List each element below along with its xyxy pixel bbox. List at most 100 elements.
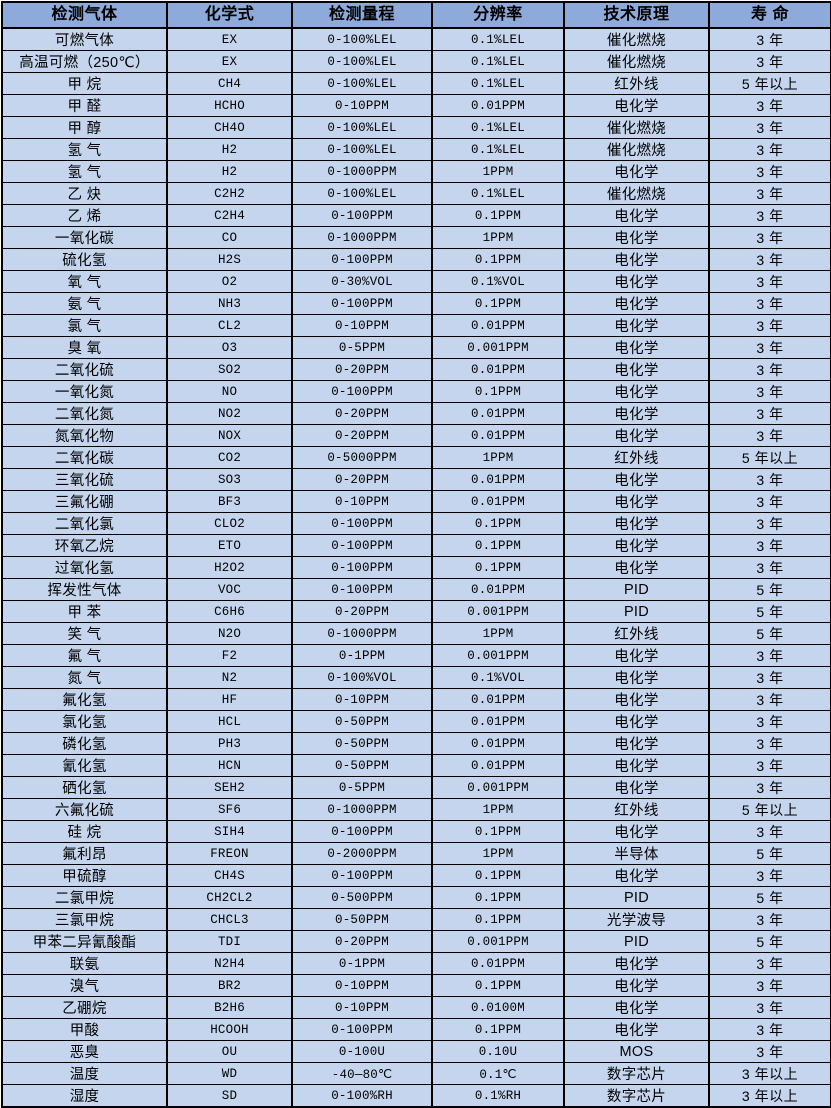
- cell-range: 0-5PPM: [292, 336, 433, 359]
- table-row: 挥发性气体 VOC 0-100PPM 0.01PPM PID 5 年: [2, 578, 831, 601]
- cell-name: 氟 气: [2, 644, 168, 667]
- cell-resolution: 0.1%LEL: [432, 28, 565, 51]
- cell-range: 0-100PPM: [292, 512, 433, 535]
- cell-range: 0-20PPM: [292, 424, 433, 447]
- cell-resolution: 0.01PPM: [432, 358, 565, 381]
- table-row: 氢 气 H2 0-100%LEL 0.1%LEL 催化燃烧 3 年: [2, 138, 831, 161]
- cell-resolution: 0.01PPM: [432, 468, 565, 491]
- cell-name: 甲苯二异氰酸酯: [2, 930, 168, 953]
- cell-range: 0-100PPM: [292, 204, 433, 227]
- cell-principle: 电化学: [564, 732, 710, 755]
- cell-name: 甲 苯: [2, 600, 168, 623]
- cell-resolution: 0.01PPM: [432, 314, 565, 337]
- cell-range: 0-5PPM: [292, 776, 433, 799]
- cell-principle: 电化学: [564, 336, 710, 359]
- cell-principle: 红外线: [564, 622, 710, 645]
- cell-formula: H2O2: [167, 556, 293, 579]
- cell-formula: BR2: [167, 974, 293, 997]
- cell-life: 3 年: [709, 974, 831, 997]
- cell-life: 3 年: [709, 556, 831, 579]
- cell-formula: HCN: [167, 754, 293, 777]
- cell-life: 5 年: [709, 600, 831, 623]
- cell-principle: PID: [564, 886, 710, 909]
- cell-name: 笑 气: [2, 622, 168, 645]
- cell-formula: F2: [167, 644, 293, 667]
- cell-principle: PID: [564, 600, 710, 623]
- cell-formula: N2: [167, 666, 293, 689]
- cell-name: 臭 氧: [2, 336, 168, 359]
- cell-name: 湿度: [2, 1084, 168, 1107]
- cell-life: 3 年: [709, 666, 831, 689]
- cell-range: 0-100PPM: [292, 820, 433, 843]
- cell-life: 3 年: [709, 1040, 831, 1063]
- table-row: 二氧化碳 CO2 0-5000PPM 1PPM 红外线 5 年以上: [2, 446, 831, 469]
- cell-name: 氰化氢: [2, 754, 168, 777]
- cell-name: 甲 醛: [2, 94, 168, 117]
- table-row: 甲 烷 CH4 0-100%LEL 0.1%LEL 红外线 5 年以上: [2, 72, 831, 95]
- cell-formula: CO2: [167, 446, 293, 469]
- cell-formula: O2: [167, 270, 293, 293]
- cell-name: 三氟化硼: [2, 490, 168, 513]
- cell-formula: C2H2: [167, 182, 293, 205]
- cell-life: 3 年: [709, 94, 831, 117]
- cell-life: 3 年: [709, 908, 831, 931]
- cell-principle: 数字芯片: [564, 1084, 710, 1107]
- cell-range: 0-20PPM: [292, 358, 433, 381]
- table-row: 二氧化氯 CLO2 0-100PPM 0.1PPM 电化学 3 年: [2, 512, 831, 535]
- cell-life: 3 年: [709, 1018, 831, 1041]
- cell-formula: CO: [167, 226, 293, 249]
- cell-principle: 电化学: [564, 490, 710, 513]
- table-row: 甲苯二异氰酸酯 TDI 0-20PPM 0.001PPM PID 5 年: [2, 930, 831, 953]
- cell-life: 3 年: [709, 952, 831, 975]
- cell-life: 3 年: [709, 270, 831, 293]
- cell-formula: C2H4: [167, 204, 293, 227]
- cell-life: 3 年: [709, 402, 831, 425]
- table-row: 磷化氢 PH3 0-50PPM 0.01PPM 电化学 3 年: [2, 732, 831, 755]
- cell-formula: B2H6: [167, 996, 293, 1019]
- cell-life: 3 年: [709, 820, 831, 843]
- cell-resolution: 0.1%LEL: [432, 50, 565, 73]
- cell-resolution: 0.0100M: [432, 996, 565, 1019]
- cell-resolution: 0.001PPM: [432, 930, 565, 953]
- cell-resolution: 0.001PPM: [432, 644, 565, 667]
- cell-resolution: 0.01PPM: [432, 490, 565, 513]
- cell-formula: CH4S: [167, 864, 293, 887]
- cell-life: 3 年: [709, 182, 831, 205]
- cell-name: 氯化氢: [2, 710, 168, 733]
- cell-name: 三氯甲烷: [2, 908, 168, 931]
- cell-name: 氟利昂: [2, 842, 168, 865]
- column-header-formula: 化学式: [167, 2, 293, 29]
- cell-range: 0-30%VOL: [292, 270, 433, 293]
- cell-life: 3 年: [709, 754, 831, 777]
- cell-life: 3 年: [709, 512, 831, 535]
- cell-formula: FREON: [167, 842, 293, 865]
- cell-formula: H2: [167, 160, 293, 183]
- cell-formula: CHCL3: [167, 908, 293, 931]
- cell-principle: 电化学: [564, 864, 710, 887]
- cell-resolution: 0.1PPM: [432, 908, 565, 931]
- cell-range: 0-100PPM: [292, 248, 433, 271]
- cell-formula: O3: [167, 336, 293, 359]
- cell-resolution: 0.1℃: [432, 1062, 565, 1085]
- cell-name: 二氧化碳: [2, 446, 168, 469]
- cell-life: 3 年: [709, 204, 831, 227]
- cell-principle: 光学波导: [564, 908, 710, 931]
- cell-name: 二氯甲烷: [2, 886, 168, 909]
- column-header-resolution: 分辨率: [432, 2, 565, 29]
- cell-life: 3 年: [709, 380, 831, 403]
- cell-principle: PID: [564, 578, 710, 601]
- cell-principle: PID: [564, 930, 710, 953]
- table-row: 笑 气 N2O 0-1000PPM 1PPM 红外线 5 年: [2, 622, 831, 645]
- cell-name: 硒化氢: [2, 776, 168, 799]
- cell-principle: 电化学: [564, 424, 710, 447]
- table-row: 乙 炔 C2H2 0-100%LEL 0.1%LEL 催化燃烧 3 年: [2, 182, 831, 205]
- cell-name: 可燃气体: [2, 28, 168, 51]
- table-row: 联氨 N2H4 0-1PPM 0.01PPM 电化学 3 年: [2, 952, 831, 975]
- cell-principle: 催化燃烧: [564, 28, 710, 51]
- table-row: 二氯甲烷 CH2CL2 0-500PPM 0.1PPM PID 5 年: [2, 886, 831, 909]
- cell-principle: 电化学: [564, 754, 710, 777]
- cell-principle: 电化学: [564, 226, 710, 249]
- cell-name: 氮 气: [2, 666, 168, 689]
- cell-principle: 电化学: [564, 534, 710, 557]
- cell-formula: SO2: [167, 358, 293, 381]
